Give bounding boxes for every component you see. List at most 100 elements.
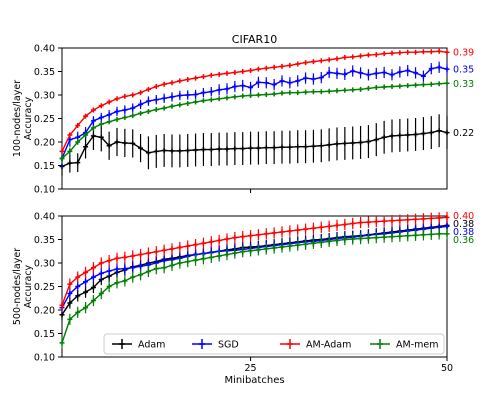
data-point [303,241,309,247]
data-point [224,70,230,76]
series-line [61,216,448,306]
series-sgd [59,61,450,168]
data-point [310,59,316,65]
data-point [342,237,348,242]
legend-box [103,333,445,355]
legend-marker [199,339,205,349]
data-point [428,49,434,55]
data-point [224,252,230,258]
legend-marker [377,339,383,349]
data-point [240,69,246,74]
data-point [248,68,254,74]
series-line [61,66,448,159]
data-point [326,88,332,94]
data-point [248,248,254,254]
data-point [444,130,450,136]
data-point [436,81,442,87]
data-point [420,131,426,137]
data-point [310,240,316,246]
data-point [200,147,206,153]
data-point [405,132,411,138]
data-point [271,64,277,70]
data-point [303,226,309,232]
data-point [248,233,254,239]
bottom-panel: 0.10 0.15 0.20 0.25 0.30 0.35 0.40 25 50 Minibatc… [12,211,474,386]
data-point [122,254,128,260]
data-point [444,214,450,220]
data-point [413,131,419,137]
data-point [122,140,128,146]
data-point [169,246,175,252]
data-point [98,121,104,127]
data-point [413,216,419,222]
data-point [153,266,159,272]
data-point [342,140,348,146]
x-tick-label: 25 [245,363,257,374]
data-point [208,89,214,95]
data-point [114,280,120,286]
data-point [130,253,136,259]
data-point [98,260,104,266]
end-value-label: 0.33 [453,79,474,90]
y-tick-label: 0.20 [34,306,55,317]
data-point [75,274,81,280]
data-point [413,49,419,55]
data-point [413,232,419,238]
data-point [130,274,136,280]
data-point [98,115,104,121]
data-point [193,242,199,248]
data-point [295,61,301,67]
chart-title: CIFAR10 [232,33,277,46]
data-point [232,69,238,75]
data-point [287,144,293,150]
y-tick-label: 0.30 [34,259,55,270]
data-point [177,148,183,154]
series-adam [59,114,450,176]
data-point [169,80,175,86]
data-point [130,92,136,98]
y-axis-label-line: 100-nodes/layer [12,80,23,157]
data-point [153,84,159,90]
data-point [200,74,206,80]
y-tick-label: 0.25 [34,114,55,125]
y-axis-label: 500-nodes/layerAccuracy [12,248,34,325]
data-point [177,78,183,84]
y-axis-label-line: 500-nodes/layer [12,248,23,325]
y-tick-label: 0.20 [34,138,55,149]
data-point [350,236,356,242]
data-point [444,223,450,229]
end-value-label: 0.39 [453,48,474,59]
data-point [381,218,387,224]
data-point [114,139,120,145]
data-point [145,86,151,92]
data-point [255,145,261,151]
data-point [138,272,144,278]
data-point [287,62,293,68]
data-point [436,128,442,134]
data-point [216,87,222,93]
data-point [193,75,199,81]
data-point [263,231,269,237]
series-line [61,233,447,344]
data-point [271,245,277,251]
data-point [436,48,442,54]
data-point [389,84,395,90]
data-point [310,89,316,95]
data-point [90,125,96,131]
data-point [224,236,230,242]
data-point [397,233,403,239]
data-point [365,52,371,58]
series-line [61,130,448,168]
data-point [185,259,191,265]
data-point [389,234,395,240]
data-point [397,50,403,56]
data-point [318,143,324,149]
data-point [98,134,104,140]
data-point [271,82,277,88]
data-point [208,72,214,78]
data-point [287,228,293,234]
y-tick-label: 0.40 [34,212,55,223]
data-point [444,66,450,72]
data-point [106,284,112,289]
data-point [145,108,151,114]
